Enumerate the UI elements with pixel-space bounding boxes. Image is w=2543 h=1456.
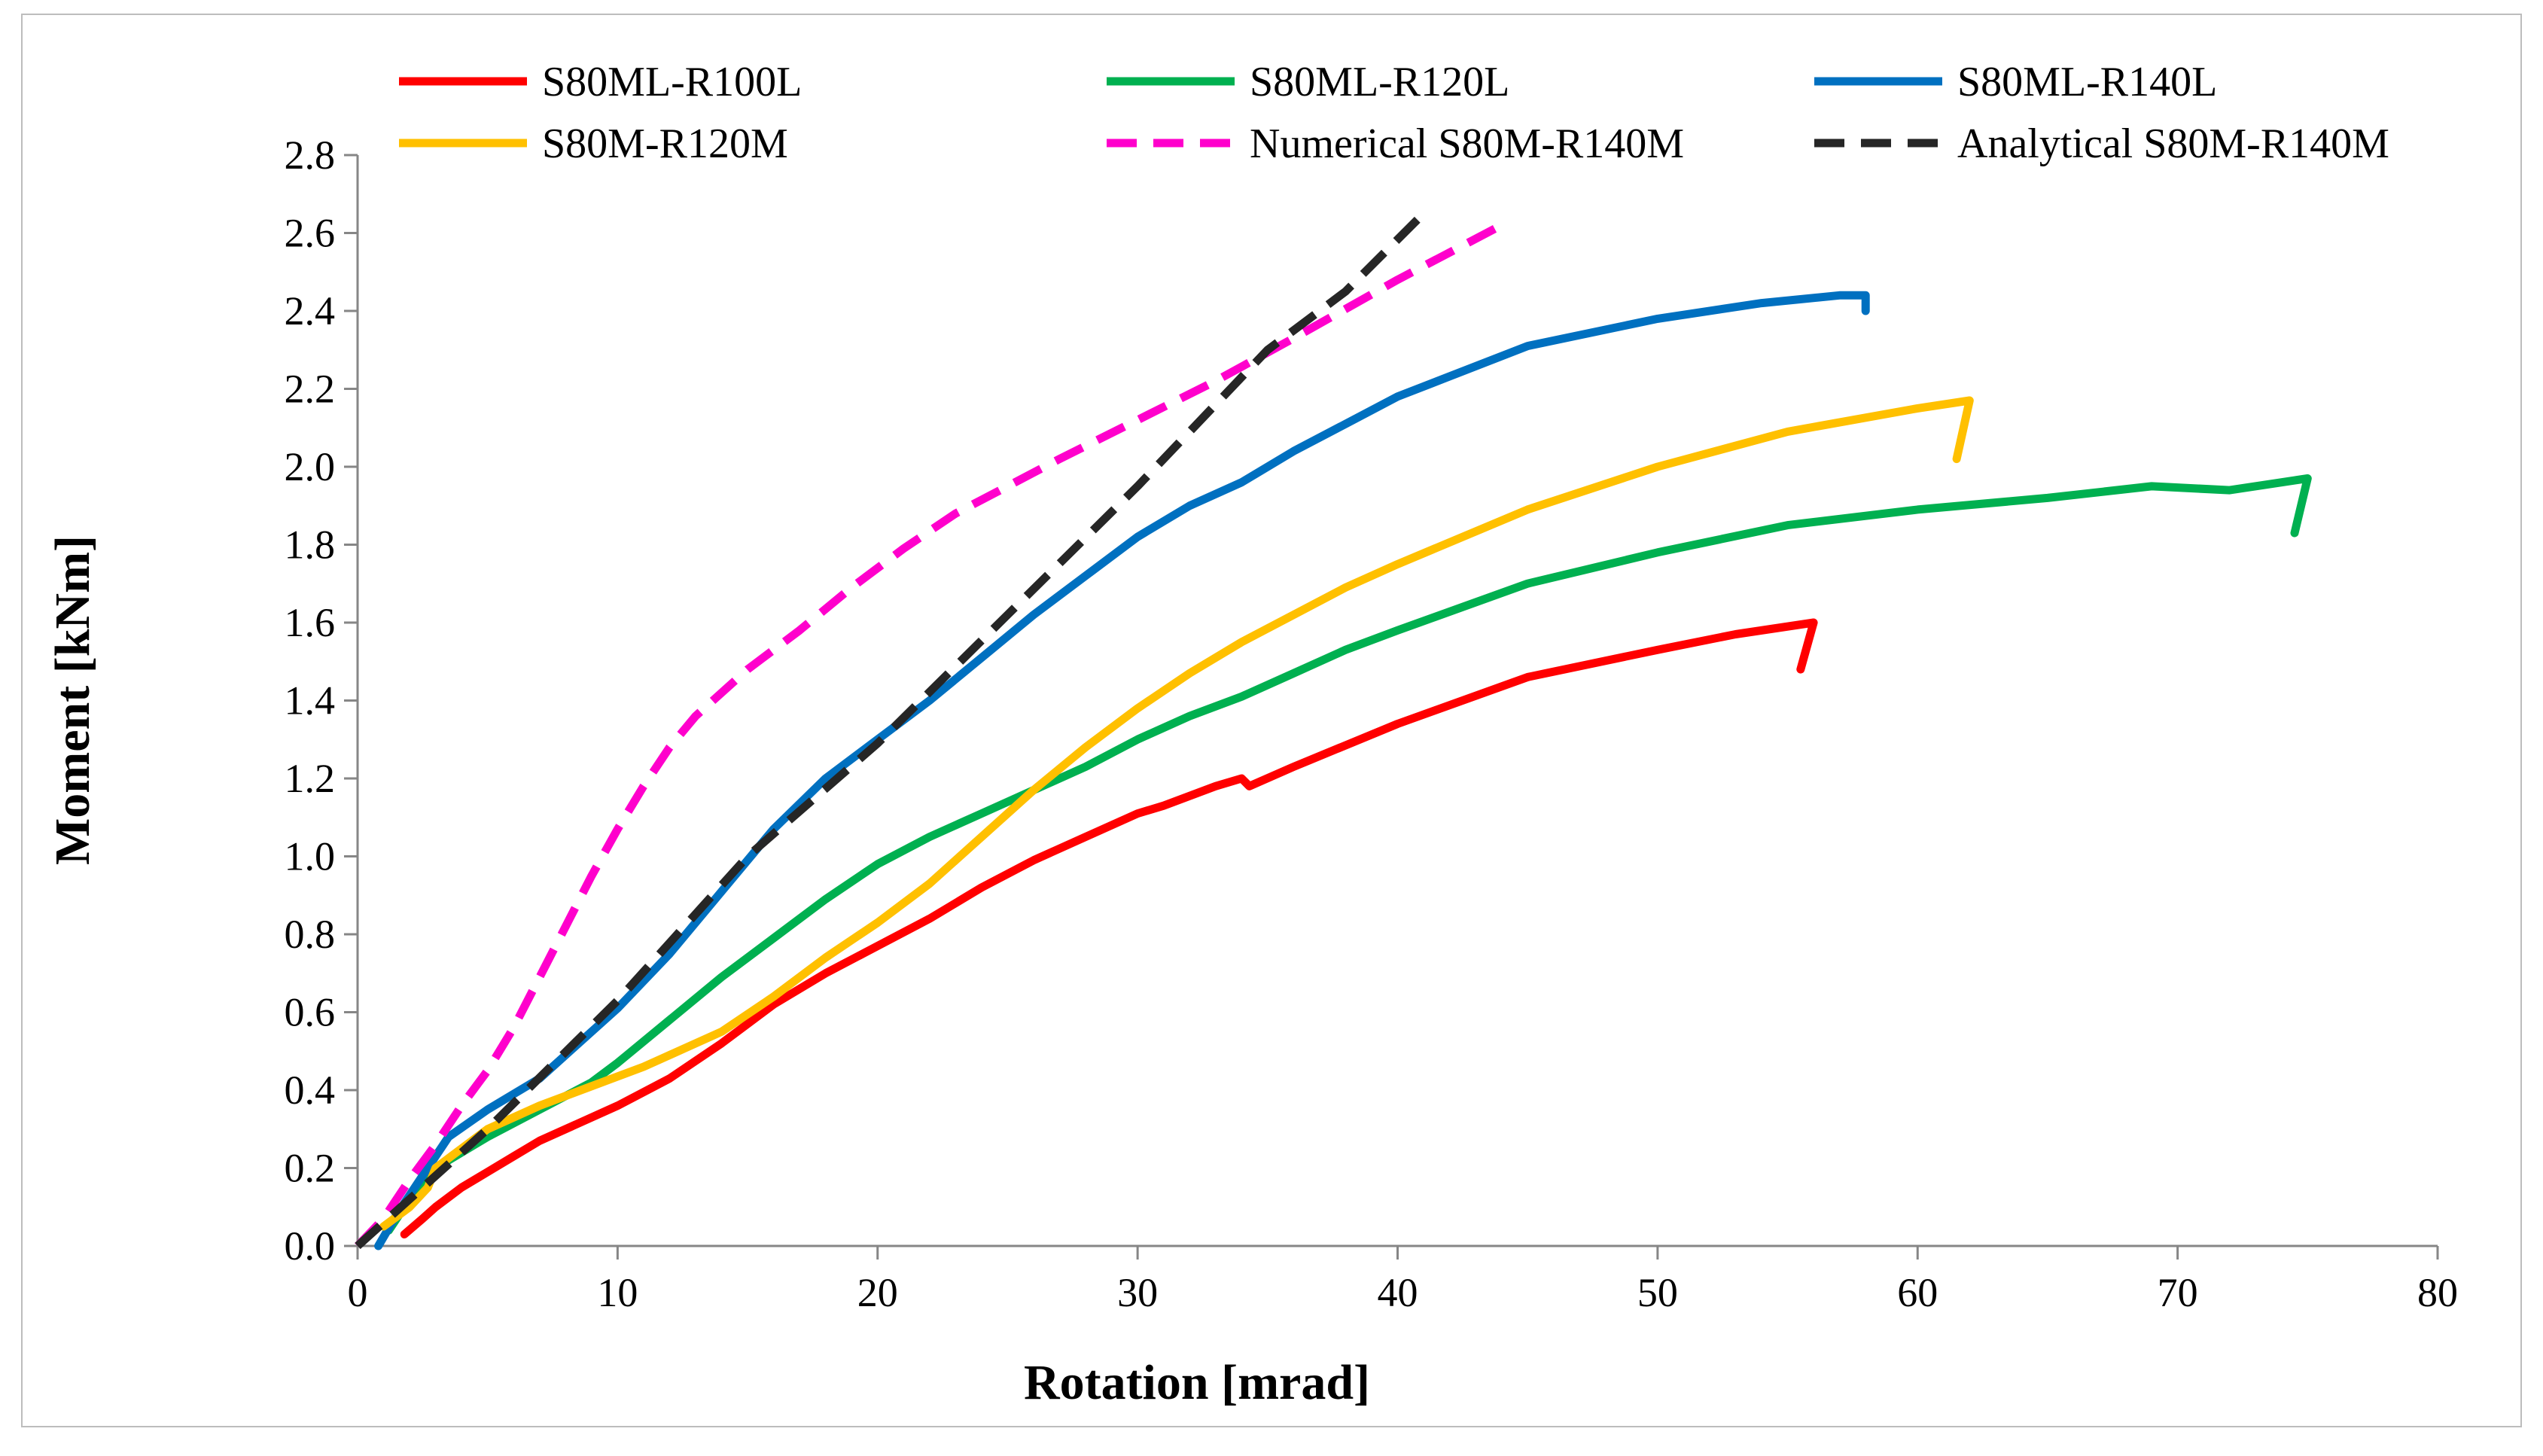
- y-tick-label: 2.4: [285, 288, 336, 334]
- series-line-2: [374, 291, 1870, 1250]
- x-tick-label: 10: [597, 1270, 638, 1315]
- legend-label-0: S80ML-R100L: [542, 59, 802, 105]
- y-tick-label: 1.0: [285, 834, 336, 879]
- series-line-5: [355, 210, 1427, 1250]
- tick-marks: [344, 154, 2439, 1260]
- y-tick-label: 2.0: [285, 444, 336, 489]
- series-line-1: [384, 474, 2312, 1235]
- x-tick-label: 50: [1637, 1270, 1678, 1315]
- y-tick-label: 0.2: [285, 1146, 336, 1191]
- chart-frame: [21, 14, 2522, 1427]
- legend-label-5: Analytical S80M-R140M: [1957, 120, 2389, 167]
- y-tick-label: 1.2: [285, 756, 336, 801]
- legend: S80ML-R100L S80ML-R120L S80ML-R140L S80M-R1…: [399, 59, 2389, 167]
- y-tick-label: 0.6: [285, 990, 336, 1035]
- legend-label-3: S80M-R120M: [542, 120, 788, 167]
- x-tick-label: 30: [1117, 1270, 1158, 1315]
- x-tick-label: 20: [857, 1270, 898, 1315]
- y-tick-label: 2.8: [285, 133, 336, 178]
- y-tick-label: 0.8: [285, 912, 336, 957]
- tick-labels: 0 10 20 30 40 50 60 70 80 0.0 0.2 0.4 0.6 0.8 1.0 1.2 1.…: [285, 133, 2459, 1315]
- y-tick-label: 1.8: [285, 522, 336, 568]
- x-tick-label: 40: [1378, 1270, 1418, 1315]
- x-tick-label: 70: [2158, 1270, 2198, 1315]
- y-tick-label: 1.6: [285, 600, 336, 645]
- y-tick-label: 2.2: [285, 367, 336, 412]
- x-tick-label: 60: [1897, 1270, 1938, 1315]
- y-tick-label: 0.4: [285, 1068, 336, 1113]
- x-axis-title: Rotation [mrad]: [1024, 1355, 1370, 1410]
- series-line-0: [400, 618, 1818, 1238]
- series-lines: [355, 210, 2312, 1250]
- y-tick-label: 1.4: [285, 678, 336, 723]
- legend-label-4: Numerical S80M-R140M: [1250, 120, 1684, 167]
- series-line-4: [355, 221, 1504, 1249]
- y-axis-title: Moment [kNm]: [45, 535, 100, 865]
- x-tick-label: 80: [2417, 1270, 2458, 1315]
- y-tick-label: 2.6: [285, 211, 336, 256]
- x-tick-label: 0: [348, 1270, 368, 1315]
- legend-label-1: S80ML-R120L: [1250, 59, 1509, 105]
- legend-label-2: S80ML-R140L: [1957, 59, 2217, 105]
- y-tick-label: 0.0: [285, 1223, 336, 1269]
